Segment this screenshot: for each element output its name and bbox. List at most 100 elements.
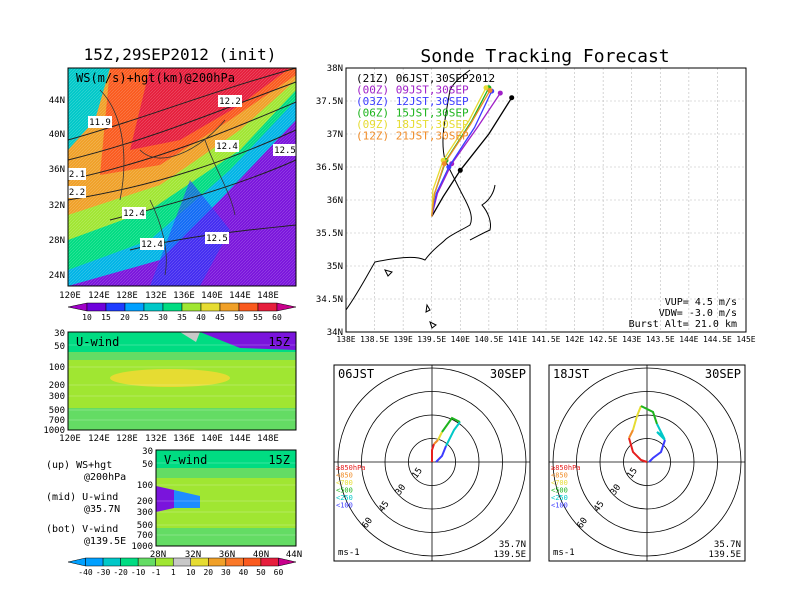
colorbar-swatch — [208, 557, 227, 567]
level-legend: <500 — [336, 487, 353, 495]
colorbar-swatch — [124, 302, 145, 312]
hodograph-time: 18JST — [553, 367, 589, 381]
colorbar-tick-label: 60 — [274, 568, 284, 577]
uwind-label: U-wind — [76, 335, 119, 349]
vwind-time: 15Z — [268, 453, 290, 467]
svg-text:500: 500 — [137, 521, 153, 531]
svg-text:1000: 1000 — [131, 542, 153, 552]
burst-point — [446, 164, 452, 170]
track-lines — [431, 85, 515, 217]
lat-tick-label: 37N — [327, 130, 343, 140]
uwind-lon-ticks: 120E 124E 128E 132E 136E 140E 144E 148E — [59, 434, 279, 444]
colorbar-swatch — [243, 557, 262, 567]
lon-tick-label: 142.5E — [589, 335, 618, 344]
colorbar-tick-label: -20 — [113, 568, 128, 577]
lat-tick-label: 35.5N — [316, 229, 343, 239]
svg-text:700: 700 — [49, 416, 65, 426]
level-legend: ≥850hPa — [336, 464, 366, 472]
hodograph-date: 30SEP — [705, 367, 741, 381]
svg-text:1000: 1000 — [43, 426, 65, 436]
svg-text:32N: 32N — [49, 201, 65, 211]
lon-tick-label: 140.5E — [474, 335, 503, 344]
level-legend: <250 — [336, 494, 353, 502]
wind-colorbar: -40 -30 -20 -10 -1 1 10 20 30 40 50 60 — [67, 557, 297, 577]
colorbar-tick-label: -40 — [78, 568, 93, 577]
level-legend: <850 — [551, 472, 568, 480]
contour-line — [67, 129, 297, 201]
colorbar-swatch — [278, 557, 297, 567]
svg-text:36N: 36N — [219, 550, 235, 560]
hodograph-time: 06JST — [338, 367, 374, 381]
svg-text:Burst Alt= 21.0 km: Burst Alt= 21.0 km — [629, 319, 737, 330]
ws-map: 12.2 11.9 12.4 12.5 2.1 2.2 12.4 12.4 12… — [67, 67, 297, 287]
colorbar-tick-label: 15 — [101, 313, 111, 322]
colorbar-swatch — [120, 557, 139, 567]
panel-notes: (up) WS+hgt @200hPa (mid) U-wind @35.7N … — [46, 460, 126, 547]
svg-text:300: 300 — [49, 392, 65, 402]
track-frame — [345, 67, 747, 333]
colorbar-tick-label: 10 — [82, 313, 92, 322]
svg-text:132E: 132E — [145, 291, 167, 301]
colorbar-tick-label: 10 — [186, 568, 196, 577]
svg-text:128E: 128E — [116, 291, 138, 301]
hodograph-date: 30SEP — [490, 367, 526, 381]
svg-text:@139.5E: @139.5E — [84, 536, 126, 547]
hodograph-trace — [640, 405, 658, 425]
colorbar-tick-label: 30 — [158, 313, 168, 322]
lat-tick-label: 34N — [327, 328, 343, 338]
colorbar-swatch — [238, 302, 259, 312]
legend-entry: (12Z) 21JST,30SEP — [356, 130, 469, 143]
svg-text:120E: 120E — [59, 434, 81, 444]
colorbar-swatch — [86, 302, 107, 312]
svg-text:12.4: 12.4 — [141, 240, 163, 250]
colorbar-swatch — [67, 302, 88, 312]
coastline-map — [345, 69, 496, 329]
vwind-p-ticks: 30 50 100 200 300 500 700 1000 — [131, 447, 153, 552]
svg-text:36N: 36N — [49, 165, 65, 175]
svg-text:40N: 40N — [49, 130, 65, 140]
contour-line — [67, 67, 297, 141]
colorbar-swatch — [102, 557, 121, 567]
svg-text:VDW= -3.0 m/s: VDW= -3.0 m/s — [659, 308, 737, 319]
svg-text:2.1: 2.1 — [69, 170, 85, 180]
uwind-time: 15Z — [268, 335, 290, 349]
lon-tick-label: 144E — [679, 335, 698, 344]
map-lon-ticks: 120E 124E 128E 132E 136E 140E 144E 148E — [59, 291, 279, 301]
hodograph-unit: ms-1 — [338, 548, 360, 558]
svg-text:@35.7N: @35.7N — [84, 504, 120, 515]
level-legend: <850 — [336, 472, 353, 480]
hodograph-trace — [433, 439, 439, 445]
svg-text:120E: 120E — [59, 291, 81, 301]
left-panel-title: 15Z,29SEP2012 (init) — [84, 45, 277, 64]
colorbar-swatch — [155, 557, 174, 567]
lat-tick-label: 36.5N — [316, 163, 343, 173]
hodograph-lat: 35.7N — [499, 540, 526, 550]
svg-text:30: 30 — [142, 447, 153, 457]
track-title: Sonde Tracking Forecast — [420, 46, 669, 67]
svg-text:144E: 144E — [229, 434, 251, 444]
svg-text:@200hPa: @200hPa — [84, 472, 126, 483]
colorbar-tick-label: 30 — [221, 568, 231, 577]
landing-point — [487, 87, 493, 93]
svg-text:700: 700 — [137, 531, 153, 541]
legend-entry: (06Z) 15JST,30SEP — [356, 107, 469, 120]
lat-tick-label: 35N — [327, 262, 343, 272]
svg-text:28N: 28N — [150, 550, 166, 560]
svg-text:12.2: 12.2 — [219, 97, 241, 107]
contour-labels: 12.2 11.9 12.4 12.5 2.1 2.2 12.4 12.4 12… — [68, 95, 297, 250]
vwind-lat-ticks: 28N 32N 36N 40N 44N — [150, 550, 302, 560]
svg-text:32N: 32N — [185, 550, 201, 560]
svg-text:12.4: 12.4 — [216, 142, 238, 152]
lat-tick-label: 37.5N — [316, 97, 343, 107]
svg-text:100: 100 — [137, 481, 153, 491]
svg-text:44N: 44N — [286, 550, 302, 560]
svg-text:136E: 136E — [173, 291, 195, 301]
uwind-panel: U-wind 15Z — [67, 331, 297, 431]
contour-line — [67, 101, 297, 181]
svg-text:(mid) U-wind: (mid) U-wind — [46, 492, 118, 503]
landing-point — [497, 90, 503, 96]
svg-text:40N: 40N — [253, 550, 269, 560]
svg-text:24N: 24N — [49, 271, 65, 281]
burst-point — [441, 161, 447, 167]
